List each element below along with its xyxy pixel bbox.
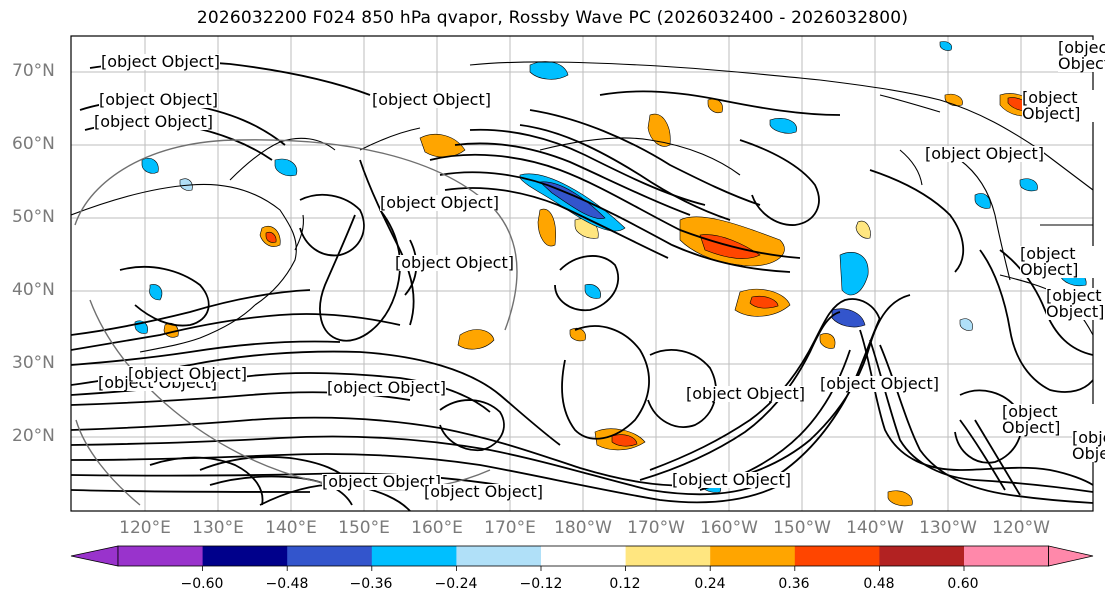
anomaly-contour-fill	[149, 284, 163, 301]
anomaly-contour-fill	[819, 333, 836, 349]
contour-label: [object Object]	[1058, 40, 1105, 72]
anomaly-contour-fill	[419, 134, 466, 158]
contour-label: [object Object]	[99, 90, 218, 109]
lon-label: 130°W	[919, 518, 977, 538]
contour-label: [object Object]	[94, 112, 213, 131]
colorbar-segment	[964, 546, 1050, 566]
colorbar-segment	[710, 546, 796, 566]
colorbar-segment	[541, 546, 627, 566]
anomaly-contour-fill	[584, 284, 601, 299]
lat-label: 40°N	[12, 280, 55, 300]
anomaly-contour-fill	[537, 208, 556, 247]
anomaly-contour-fill	[939, 41, 953, 51]
anomaly-contour-fill	[769, 118, 797, 134]
contour-label: [object Object]	[372, 90, 491, 109]
colorbar-extend-low	[70, 545, 119, 567]
anomaly-contour-fill	[457, 329, 495, 350]
colorbar-tick-label: 0.24	[694, 576, 726, 592]
colorbar-segment	[118, 546, 204, 566]
lat-label: 50°N	[12, 207, 55, 227]
lon-label: 120°W	[992, 518, 1050, 538]
anomaly-contour-fill	[974, 193, 991, 209]
anomaly-contour-fill	[611, 434, 638, 447]
colorbar-segment	[371, 546, 457, 566]
colorbar-segment	[287, 546, 373, 566]
coastlines	[71, 61, 1093, 353]
colorbar-extend-high	[1048, 545, 1094, 567]
lon-label: 150°E	[338, 518, 390, 538]
colorbar-segment	[794, 546, 880, 566]
lat-label: 60°N	[12, 134, 55, 154]
anomaly-contour-fill	[831, 308, 866, 328]
contour-label: [object Object]	[1022, 90, 1105, 122]
lat-label: 70°N	[12, 61, 55, 81]
lon-label: 130°E	[192, 518, 244, 538]
map-title: 2026032200 F024 850 hPa qvapor, Rossby W…	[196, 8, 909, 28]
contour-label: [object Object]	[380, 193, 499, 212]
contour-label: [object Object]	[820, 374, 939, 393]
anomaly-contour-fill	[887, 490, 913, 507]
lon-label: 160°W	[700, 518, 758, 538]
colorbar-tick-label: −0.48	[265, 576, 309, 592]
lon-label: 150°W	[773, 518, 831, 538]
contour-label: [object Object]	[672, 470, 791, 489]
lat-label: 20°N	[12, 426, 55, 446]
anomaly-contour-fill	[141, 158, 159, 174]
colorbar-tick-label: 0.60	[947, 576, 979, 592]
colorbar-tick-label: 0.48	[863, 576, 895, 592]
anomaly-contour-fill	[647, 113, 671, 147]
anomaly-contour-fill	[1019, 178, 1038, 192]
contour-label: [object Object]	[424, 482, 543, 501]
colorbar-segment	[625, 546, 711, 566]
colorbar-segment	[879, 546, 965, 566]
anomaly-contour-fill	[265, 231, 277, 243]
lon-label: 120°E	[119, 518, 171, 538]
colorbar-outline	[117, 545, 1049, 567]
contour-label: [object Object]	[925, 144, 1044, 163]
anomaly-contour-fill	[274, 158, 298, 177]
lat-label: 30°N	[12, 353, 55, 373]
colorbar-tick-label: −0.60	[180, 576, 224, 592]
anomaly-contour-fill	[959, 318, 973, 331]
contour-label: [object Object]	[1046, 286, 1105, 321]
lon-label: 170°E	[484, 518, 536, 538]
anomaly-contour-fill	[839, 252, 869, 296]
qvapor-anomaly-shading	[134, 41, 1087, 507]
contour-label: [object Object]	[686, 384, 805, 403]
contour-label: [object Object]	[322, 472, 441, 491]
anomaly-contour-fill	[855, 220, 871, 239]
contour-label: [object Object]	[395, 253, 514, 272]
colorbar-segment	[456, 546, 542, 566]
colorbar	[70, 545, 1094, 571]
lon-label: 160°E	[411, 518, 463, 538]
colorbar-tick-label: 0.12	[609, 576, 641, 592]
colorbar-tick-label: −0.12	[519, 576, 563, 592]
anomaly-contour-fill	[539, 181, 606, 219]
contour-label: [object Object]	[128, 364, 247, 383]
map-background	[71, 36, 1093, 511]
anomaly-contour-fill	[749, 295, 779, 309]
colorbar-tick-label: 0.36	[778, 576, 810, 592]
contour-label: [object Object]	[1020, 246, 1105, 278]
colorbar-tick-label: −0.24	[434, 576, 478, 592]
lon-label: 170°W	[627, 518, 685, 538]
lon-label: 140°W	[846, 518, 904, 538]
contour-label: [object Object]	[101, 52, 220, 71]
lon-label: 140°E	[265, 518, 317, 538]
contour-label: [object Object]	[327, 378, 446, 397]
contour-label: [object Object]	[1072, 430, 1105, 462]
colorbar-tick-label: −0.36	[349, 576, 393, 592]
colorbar-segment	[202, 546, 288, 566]
lon-label: 180°W	[554, 518, 612, 538]
